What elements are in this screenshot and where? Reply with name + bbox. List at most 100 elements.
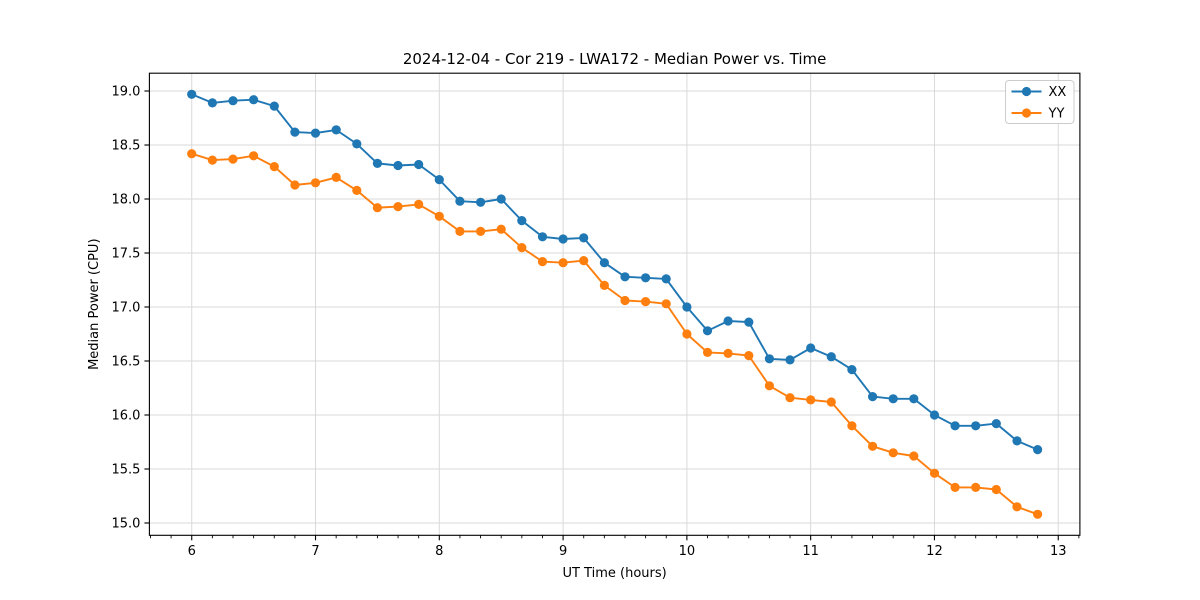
data-point-yy bbox=[352, 185, 362, 195]
data-point-yy bbox=[868, 441, 878, 451]
data-point-yy bbox=[496, 224, 506, 234]
data-point-yy bbox=[764, 381, 775, 391]
data-point-yy bbox=[372, 203, 382, 213]
data-point-xx bbox=[806, 343, 816, 353]
y-tick-label: 17.5 bbox=[111, 247, 140, 262]
data-point-yy bbox=[558, 258, 568, 268]
data-point-yy bbox=[434, 211, 444, 221]
data-point-xx bbox=[991, 419, 1001, 429]
data-point-xx bbox=[331, 125, 341, 135]
data-point-xx bbox=[1012, 436, 1022, 446]
y-tick-label: 18.5 bbox=[111, 139, 140, 154]
data-point-yy bbox=[991, 484, 1001, 495]
data-point-xx bbox=[187, 89, 197, 99]
data-point-yy bbox=[310, 178, 321, 188]
data-point-xx bbox=[393, 160, 403, 171]
data-point-yy bbox=[290, 180, 300, 190]
grid bbox=[149, 73, 1080, 536]
data-point-xx bbox=[599, 258, 610, 268]
x-tick-label: 12 bbox=[926, 544, 943, 559]
y-tick-label: 19.0 bbox=[111, 85, 140, 100]
legend-yy-label: YY bbox=[1048, 107, 1065, 122]
data-point-xx bbox=[414, 159, 424, 170]
x-axis-label: UT Time (hours) bbox=[562, 566, 666, 581]
data-point-yy bbox=[929, 468, 940, 478]
data-point-yy bbox=[682, 329, 692, 339]
series-yy bbox=[187, 149, 1043, 519]
series-xx bbox=[187, 89, 1043, 455]
data-point-xx bbox=[950, 421, 960, 431]
plot-border bbox=[148, 72, 1081, 536]
y-axis-label: Median Power (CPU) bbox=[87, 238, 102, 369]
data-point-yy bbox=[228, 154, 238, 164]
data-point-xx bbox=[744, 317, 754, 327]
data-point-xx bbox=[785, 355, 795, 365]
data-point-yy bbox=[414, 199, 424, 209]
data-point-xx bbox=[764, 354, 775, 364]
data-point-yy bbox=[806, 395, 816, 405]
data-point-xx bbox=[352, 139, 362, 149]
data-point-xx bbox=[641, 273, 651, 283]
legend-xx-label: XX bbox=[1049, 85, 1067, 100]
data-point-xx bbox=[826, 352, 836, 362]
data-point-xx bbox=[537, 232, 548, 242]
x-tick-label: 10 bbox=[679, 544, 696, 559]
data-point-yy bbox=[187, 149, 197, 159]
data-point-xx bbox=[888, 394, 898, 404]
data-point-xx bbox=[702, 326, 713, 336]
data-point-xx bbox=[909, 394, 919, 404]
chart-title: 2024-12-04 - Cor 219 - LWA172 - Median P… bbox=[403, 50, 827, 68]
data-point-xx bbox=[290, 127, 300, 137]
data-point-yy bbox=[971, 482, 981, 492]
data-point-yy bbox=[455, 226, 465, 236]
x-tick-label: 8 bbox=[435, 544, 443, 559]
data-point-xx bbox=[661, 274, 671, 284]
data-point-yy bbox=[723, 348, 733, 358]
legend-yy-marker bbox=[1021, 108, 1032, 118]
y-tick-label: 15.0 bbox=[111, 516, 140, 531]
data-point-xx bbox=[207, 98, 217, 108]
data-point-xx bbox=[434, 175, 444, 185]
data-point-yy bbox=[1033, 509, 1043, 519]
data-point-yy bbox=[476, 226, 486, 236]
data-point-yy bbox=[641, 297, 651, 307]
y-tick-label: 16.5 bbox=[111, 355, 140, 370]
data-point-xx bbox=[971, 421, 981, 431]
data-point-yy bbox=[661, 299, 671, 309]
y-tick-label: 16.0 bbox=[111, 408, 140, 423]
data-point-xx bbox=[269, 101, 279, 111]
data-point-yy bbox=[207, 155, 217, 165]
y-tick-label: 18.0 bbox=[111, 193, 140, 208]
data-point-xx bbox=[1033, 445, 1043, 455]
data-point-yy bbox=[249, 151, 259, 161]
data-point-yy bbox=[950, 482, 960, 492]
data-point-xx bbox=[620, 272, 630, 282]
data-point-xx bbox=[455, 196, 465, 206]
x-tick-label: 6 bbox=[188, 544, 196, 559]
data-point-yy bbox=[744, 351, 754, 361]
data-point-yy bbox=[620, 295, 630, 306]
data-point-xx bbox=[868, 392, 878, 402]
series-yy-line bbox=[190, 152, 1039, 516]
data-point-yy bbox=[888, 448, 898, 458]
data-point-yy bbox=[393, 202, 403, 212]
data-point-xx bbox=[249, 95, 259, 105]
data-point-yy bbox=[909, 451, 919, 461]
data-point-yy bbox=[537, 257, 548, 267]
data-point-xx bbox=[682, 302, 692, 312]
legend-xx-marker bbox=[1021, 86, 1032, 97]
y-tick-label: 17.0 bbox=[111, 301, 140, 316]
data-point-xx bbox=[847, 365, 857, 375]
data-point-xx bbox=[310, 128, 321, 138]
data-point-xx bbox=[723, 316, 733, 326]
data-point-yy bbox=[847, 421, 857, 431]
legend: XX YY bbox=[1005, 80, 1075, 124]
data-point-yy bbox=[579, 256, 589, 266]
x-tick-label: 11 bbox=[802, 544, 819, 559]
x-tick-label: 13 bbox=[1050, 544, 1067, 559]
y-tick-label: 15.5 bbox=[111, 462, 140, 477]
data-point-yy bbox=[826, 397, 836, 407]
data-point-yy bbox=[702, 347, 713, 357]
data-point-yy bbox=[331, 172, 341, 182]
